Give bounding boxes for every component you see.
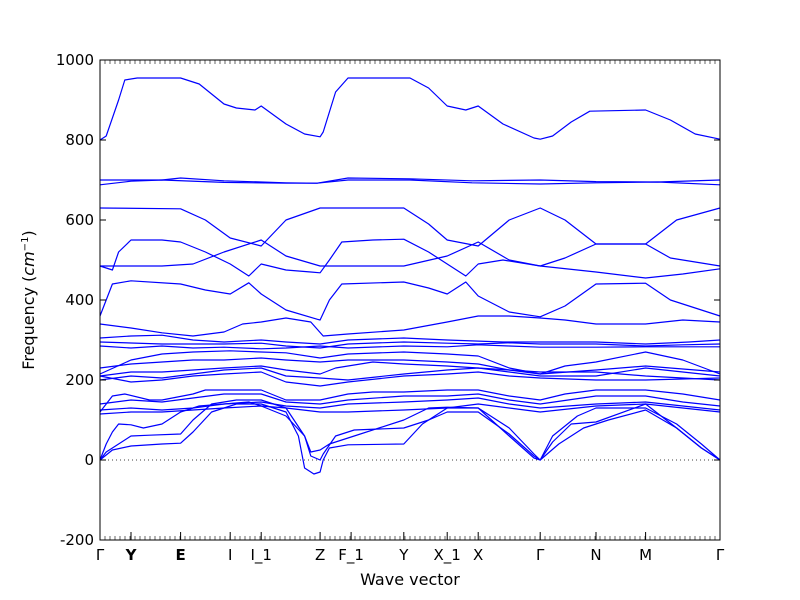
y-tick-label: -200 — [60, 531, 94, 549]
x-tick-label: N — [590, 546, 601, 564]
band-line-17 — [99, 389, 721, 413]
y-axis-label-close: ) — [19, 230, 38, 236]
band-line-16 — [99, 371, 721, 387]
x-tick-label: X_1 — [434, 546, 461, 565]
x-tick-label: E — [175, 546, 185, 564]
x-tick-label: Γ — [716, 546, 725, 564]
band-line-10 — [99, 341, 721, 349]
x-axis: Γ Y E I I_1 Z F_1 Y X_1 X Γ N M Γ — [96, 60, 725, 565]
band-line-19 — [99, 397, 721, 411]
y-tick-label: 800 — [65, 131, 94, 149]
band-line-7 — [99, 280, 721, 321]
band-line-2 — [100, 177, 721, 184]
x-tick-label: Γ — [536, 546, 545, 564]
y-axis-label-exponent: −1 — [20, 237, 31, 252]
y-tick-label: 1000 — [56, 51, 94, 69]
band-line-23 — [99, 403, 721, 475]
band-line-6 — [100, 239, 721, 279]
band-line-18 — [99, 393, 721, 407]
y-axis-label-text: Frequency ( — [19, 276, 38, 370]
band-line-22 — [99, 399, 721, 461]
band-line-12 — [99, 350, 721, 375]
y-axis: -200 0 200 400 600 800 1000 — [56, 51, 720, 549]
band-line-9 — [99, 334, 721, 345]
x-tick-label: Y — [398, 546, 409, 564]
y-tick-label: 600 — [65, 211, 94, 229]
band-line-3 — [99, 179, 721, 186]
y-axis-label: Frequency (cm−1) — [19, 230, 38, 369]
y-tick-label: 400 — [65, 291, 94, 309]
x-tick-label: I_1 — [250, 546, 271, 565]
band-line-5 — [99, 238, 721, 277]
y-tick-label: 0 — [84, 451, 94, 469]
x-tick-label: Γ — [96, 546, 105, 564]
y-axis-label-unit: cm — [19, 251, 38, 275]
band-line-13 — [99, 357, 721, 375]
x-tick-label: F_1 — [338, 546, 364, 565]
x-tick-label: I — [228, 546, 232, 564]
band-line-8 — [99, 315, 721, 337]
band-line-14 — [99, 361, 721, 377]
x-axis-label: Wave vector — [360, 570, 460, 589]
x-tick-label: Y — [125, 546, 138, 564]
plot-area — [99, 77, 721, 475]
band-line-21 — [99, 401, 721, 461]
x-tick-label: M — [639, 546, 652, 564]
y-tick-label: 200 — [65, 371, 94, 389]
band-line-1 — [99, 77, 721, 141]
x-tick-label: Z — [315, 546, 325, 564]
x-tick-label: X — [473, 546, 483, 564]
band-line-15 — [99, 367, 721, 381]
band-line-20 — [99, 403, 721, 415]
band-line-11 — [99, 344, 720, 350]
